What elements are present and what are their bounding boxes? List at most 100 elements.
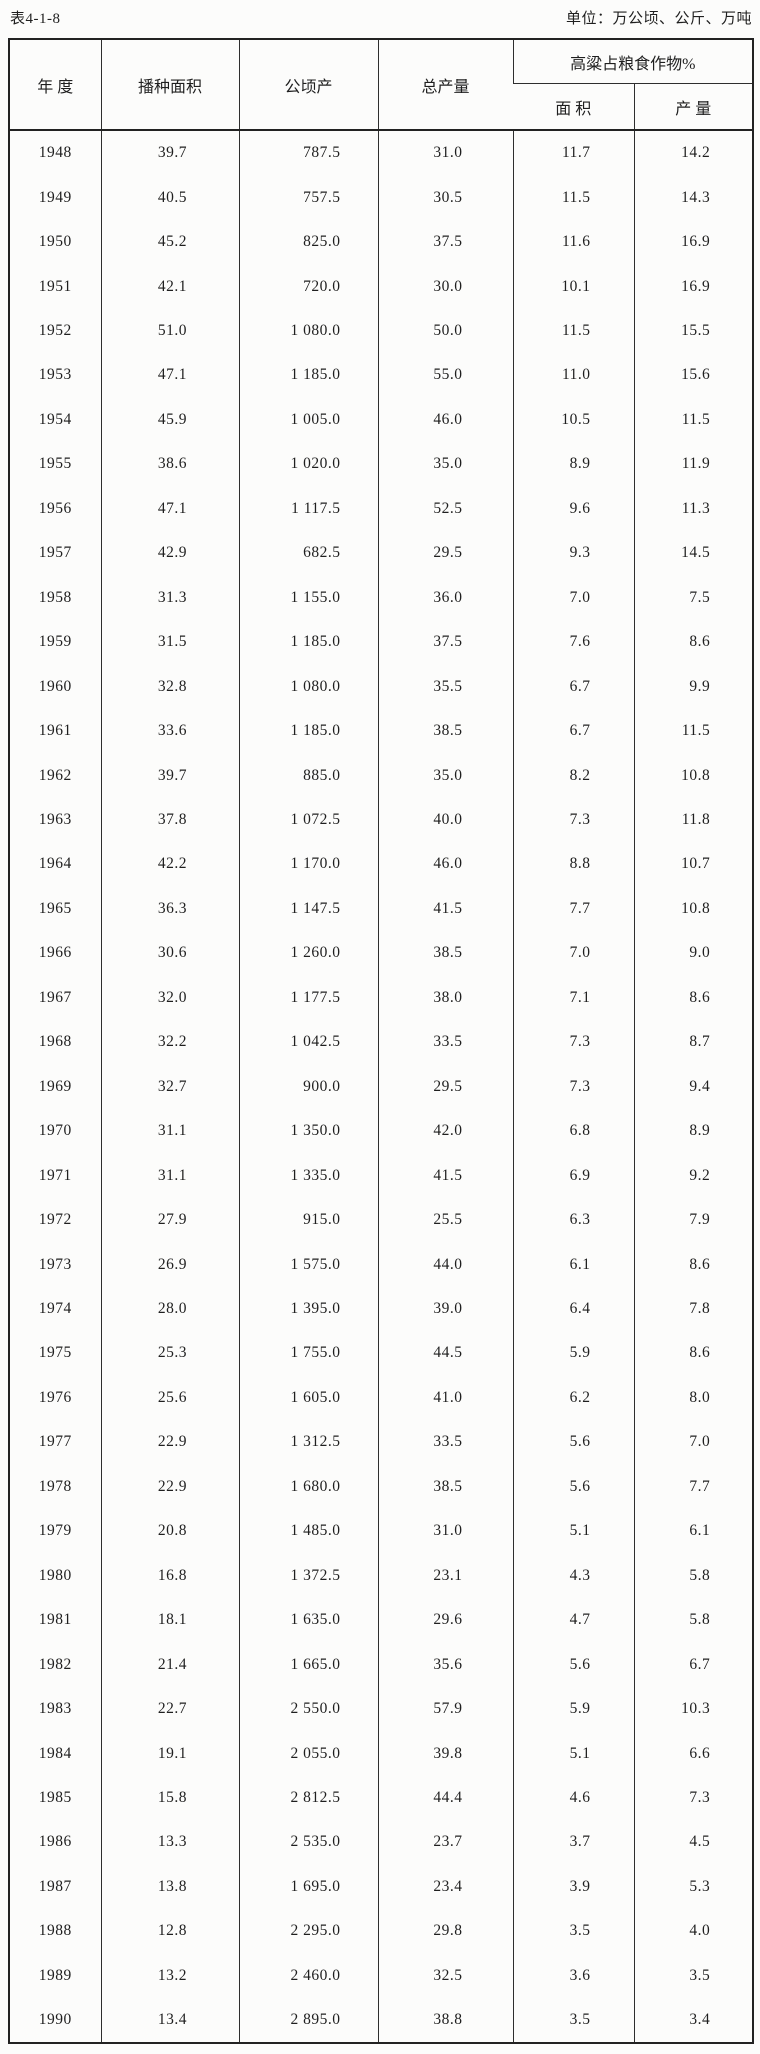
numeric-value: 21.4 <box>157 1655 187 1673</box>
numeric-value: 11.5 <box>681 722 711 740</box>
col-header-total-output: 总产量 <box>377 39 513 131</box>
yield-per-hectare-cell: 1 635.0 <box>238 1597 378 1643</box>
table-row: 1975 25.3 1 755.0 44.5 5.9 8.6 <box>9 1331 753 1376</box>
numeric-value: 7.7 <box>689 1477 711 1495</box>
area-share-cell: 4.7 <box>512 1597 634 1643</box>
sown-area-cell: 40.5 <box>100 175 239 220</box>
col-header-yield-per-hectare: 公顷产 <box>238 39 378 131</box>
numeric-value: 9.3 <box>569 544 591 562</box>
table-row: 1953 47.1 1 185.0 55.0 11.0 15.6 <box>9 353 753 398</box>
yield-per-hectare-cell: 1 312.5 <box>238 1420 378 1465</box>
year-cell: 1982 <box>38 1655 72 1673</box>
total-output-cell: 33.5 <box>377 1020 513 1065</box>
area-share-cell: 7.0 <box>512 575 634 620</box>
output-share-cell: 8.6 <box>633 1242 753 1287</box>
area-share-cell: 7.3 <box>512 1064 634 1109</box>
sown-area-cell: 47.1 <box>100 353 239 398</box>
output-share-cell: 15.5 <box>633 308 753 354</box>
numeric-value: 50.0 <box>433 322 463 340</box>
numeric-value: 41.5 <box>433 899 463 917</box>
numeric-value: 8.6 <box>689 988 711 1006</box>
total-output-cell: 25.5 <box>377 1197 513 1243</box>
numeric-value: 10.5 <box>561 410 591 428</box>
total-output-cell: 38.8 <box>377 1998 513 2044</box>
total-output-cell: 57.9 <box>377 1686 513 1732</box>
output-share-cell: 8.9 <box>633 1108 753 1154</box>
numeric-value: 15.6 <box>681 366 711 384</box>
numeric-value: 35.6 <box>433 1655 463 1673</box>
numeric-value: 915.0 <box>303 1211 341 1229</box>
yield-per-hectare-cell: 2 550.0 <box>238 1686 378 1732</box>
numeric-value: 682.5 <box>303 544 341 562</box>
numeric-value: 52.5 <box>433 499 463 517</box>
area-share-cell: 6.9 <box>512 1153 634 1198</box>
year-cell: 1956 <box>38 499 72 517</box>
table-row: 1948 39.7 787.5 31.0 11.7 14.2 <box>9 130 753 176</box>
area-share-cell: 4.3 <box>512 1553 634 1598</box>
yield-per-hectare-cell: 1 185.0 <box>238 708 378 754</box>
output-share-cell: 7.7 <box>633 1464 753 1510</box>
total-output-cell: 36.0 <box>377 575 513 620</box>
yield-per-hectare-cell: 1 020.0 <box>238 442 378 487</box>
year-cell: 1953 <box>38 366 72 384</box>
area-share-cell: 8.8 <box>512 842 634 887</box>
area-share-cell: 6.2 <box>512 1375 634 1421</box>
total-output-cell: 32.5 <box>377 1953 513 1999</box>
numeric-value: 29.5 <box>433 544 463 562</box>
yield-per-hectare-cell: 1 170.0 <box>238 842 378 887</box>
table-row: 1954 45.9 1 005.0 46.0 10.5 11.5 <box>9 397 753 443</box>
table-row: 1952 51.0 1 080.0 50.0 11.5 15.5 <box>9 308 753 354</box>
numeric-value: 57.9 <box>433 1700 463 1718</box>
year-cell: 1969 <box>38 1077 72 1095</box>
area-share-cell: 6.4 <box>512 1286 634 1332</box>
year-cell: 1989 <box>38 1966 72 1984</box>
numeric-value: 33.5 <box>433 1033 463 1051</box>
table-row: 1968 32.2 1 042.5 33.5 7.3 8.7 <box>9 1020 753 1065</box>
numeric-value: 13.2 <box>157 1966 187 1984</box>
year-cell: 1974 <box>38 1300 72 1317</box>
output-share-cell: 5.3 <box>633 1864 753 1910</box>
year-cell: 1960 <box>38 677 72 695</box>
total-output-cell: 29.5 <box>377 531 513 576</box>
sown-area-cell: 32.7 <box>100 1064 239 1109</box>
sown-area-cell: 42.2 <box>100 842 239 887</box>
numeric-value: 6.7 <box>689 1655 711 1673</box>
sown-area-cell: 47.1 <box>100 486 239 532</box>
sown-area-cell: 21.4 <box>100 1642 239 1687</box>
numeric-value: 11.5 <box>561 322 591 340</box>
year-cell: 1973 <box>38 1255 72 1273</box>
numeric-value: 30.5 <box>433 188 463 206</box>
total-output-cell: 41.0 <box>377 1375 513 1421</box>
sown-area-cell: 22.7 <box>100 1686 239 1732</box>
sown-area-cell: 31.3 <box>100 575 239 620</box>
numeric-value: 7.3 <box>689 1788 711 1806</box>
total-output-cell: 37.5 <box>377 619 513 665</box>
yield-per-hectare-cell: 2 055.0 <box>238 1731 378 1776</box>
area-share-cell: 3.6 <box>512 1953 634 1999</box>
group-header-sorghum-share: 高粱占粮食作物% <box>512 39 753 85</box>
numeric-value: 13.8 <box>157 1877 187 1895</box>
sown-area-cell: 25.6 <box>100 1375 239 1421</box>
sown-area-cell: 13.8 <box>100 1864 239 1910</box>
numeric-value: 38.8 <box>433 2011 463 2029</box>
year-cell: 1976 <box>38 1388 72 1406</box>
numeric-value: 36.0 <box>433 588 463 606</box>
output-share-cell: 4.5 <box>633 1820 753 1865</box>
numeric-value: 23.1 <box>433 1566 463 1584</box>
numeric-value: 31.0 <box>433 1522 463 1540</box>
output-share-cell: 7.8 <box>633 1286 753 1332</box>
sown-area-cell: 28.0 <box>100 1286 239 1332</box>
numeric-value: 6.2 <box>569 1388 591 1406</box>
yield-per-hectare-cell: 2 812.5 <box>238 1775 378 1821</box>
output-share-cell: 14.5 <box>633 531 753 576</box>
table-row: 1957 42.9 682.5 29.5 9.3 14.5 <box>9 531 753 576</box>
numeric-value: 11.5 <box>681 410 711 428</box>
table-row: 1949 40.5 757.5 30.5 11.5 14.3 <box>9 175 753 220</box>
area-share-cell: 3.9 <box>512 1864 634 1910</box>
output-share-cell: 5.8 <box>633 1597 753 1643</box>
sown-area-cell: 20.8 <box>100 1509 239 1554</box>
numeric-value: 32.2 <box>157 1033 187 1051</box>
numeric-value: 3.4 <box>689 2011 711 2029</box>
numeric-value: 1 170.0 <box>290 855 341 873</box>
numeric-value: 9.2 <box>689 1166 711 1184</box>
